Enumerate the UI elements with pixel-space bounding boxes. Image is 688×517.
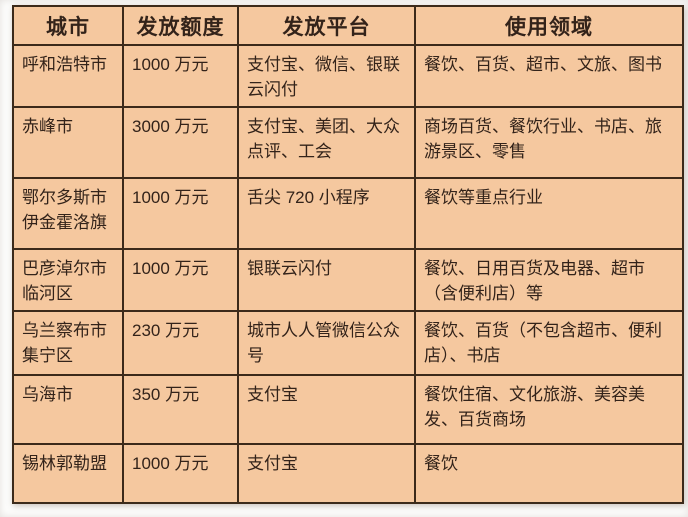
cell-usage: 商场百货、餐饮行业、书店、旅游景区、零售	[414, 106, 684, 179]
column-header-city: 城市	[12, 5, 124, 46]
cell-city: 呼和浩特市	[12, 44, 124, 108]
voucher-table: 城市 发放额度 发放平台 使用领域 呼和浩特市 1000 万元 支付宝、微信、银…	[12, 5, 684, 504]
row-ulanqab-jining: 乌兰察布市集宁区 230 万元 城市人人管微信公众号 餐饮、百货（不包含超市、便…	[12, 310, 684, 376]
cell-usage: 餐饮	[414, 443, 684, 504]
cell-city: 乌海市	[12, 374, 124, 445]
cell-platform: 舌尖 720 小程序	[237, 177, 416, 250]
row-ordos-ejin-horo: 鄂尔多斯市伊金霍洛旗 1000 万元 舌尖 720 小程序 餐饮等重点行业	[12, 177, 684, 250]
row-bayannur-linhe: 巴彦淖尔市临河区 1000 万元 银联云闪付 餐饮、日用百货及电器、超市（含便利…	[12, 248, 684, 312]
cell-amount: 230 万元	[122, 310, 239, 376]
row-wuhai: 乌海市 350 万元 支付宝 餐饮住宿、文化旅游、美容美发、百货商场	[12, 374, 684, 445]
column-header-amount: 发放额度	[122, 5, 239, 46]
cell-usage: 餐饮、日用百货及电器、超市（含便利店）等	[414, 248, 684, 312]
cell-platform: 支付宝、美团、大众点评、工会	[237, 106, 416, 179]
cell-amount: 1000 万元	[122, 44, 239, 108]
cell-city: 巴彦淖尔市临河区	[12, 248, 124, 312]
cell-platform: 城市人人管微信公众号	[237, 310, 416, 376]
cell-city: 乌兰察布市集宁区	[12, 310, 124, 376]
cell-usage: 餐饮等重点行业	[414, 177, 684, 250]
row-chifeng: 赤峰市 3000 万元 支付宝、美团、大众点评、工会 商场百货、餐饮行业、书店、…	[12, 106, 684, 179]
cell-amount: 1000 万元	[122, 248, 239, 312]
cell-amount: 1000 万元	[122, 177, 239, 250]
cell-city: 锡林郭勒盟	[12, 443, 124, 504]
column-header-platform: 发放平台	[237, 5, 416, 46]
header-row: 城市 发放额度 发放平台 使用领域	[12, 5, 684, 46]
cell-usage: 餐饮、百货（不包含超市、便利店）、书店	[414, 310, 684, 376]
cell-usage: 餐饮、百货、超市、文旅、图书	[414, 44, 684, 108]
cell-platform: 支付宝、微信、银联云闪付	[237, 44, 416, 108]
table-container: 城市 发放额度 发放平台 使用领域 呼和浩特市 1000 万元 支付宝、微信、银…	[12, 5, 684, 504]
cell-amount: 3000 万元	[122, 106, 239, 179]
cell-platform: 支付宝	[237, 443, 416, 504]
row-xilingol: 锡林郭勒盟 1000 万元 支付宝 餐饮	[12, 443, 684, 504]
cell-amount: 350 万元	[122, 374, 239, 445]
cell-city: 赤峰市	[12, 106, 124, 179]
column-header-usage: 使用领域	[414, 5, 684, 46]
cell-amount: 1000 万元	[122, 443, 239, 504]
cell-platform: 支付宝	[237, 374, 416, 445]
cell-city: 鄂尔多斯市伊金霍洛旗	[12, 177, 124, 250]
cell-usage: 餐饮住宿、文化旅游、美容美发、百货商场	[414, 374, 684, 445]
row-hohhot: 呼和浩特市 1000 万元 支付宝、微信、银联云闪付 餐饮、百货、超市、文旅、图…	[12, 44, 684, 108]
cell-platform: 银联云闪付	[237, 248, 416, 312]
